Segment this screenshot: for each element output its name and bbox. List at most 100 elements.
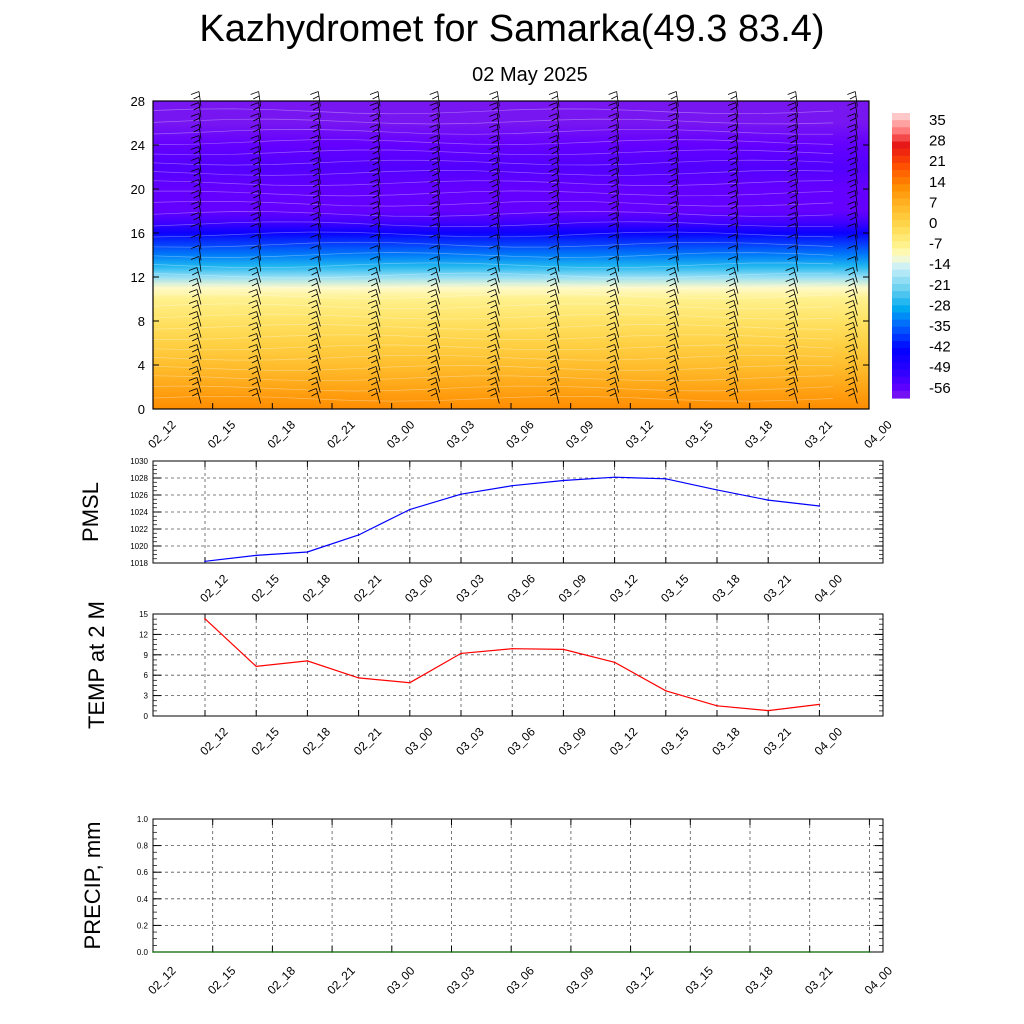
wind-barb — [852, 289, 858, 305]
wind-barb-flag — [489, 201, 498, 205]
precip-x-tick-label: 03_03 — [444, 963, 478, 997]
wind-barb — [196, 267, 202, 283]
colorbar-label: -35 — [929, 318, 951, 335]
y-tick-label: 12 — [131, 270, 145, 285]
pmsl-x-tick-label: 02_12 — [197, 571, 231, 605]
precip-y-tick-label: 0.2 — [137, 921, 149, 930]
wind-barb-flag — [367, 311, 377, 315]
wind-barb-flag — [427, 267, 436, 271]
colorbar-label: -7 — [929, 236, 942, 253]
wind-barb-flag — [190, 124, 200, 128]
wind-barb-flag — [193, 117, 200, 122]
wind-barb — [256, 355, 262, 371]
wind-barb — [317, 201, 321, 217]
wind-barb-flag — [429, 256, 438, 260]
wind-barb-flag — [430, 348, 438, 353]
wind-barb — [317, 245, 321, 261]
colorbar-swatch — [892, 312, 910, 321]
y-tick-label: 16 — [131, 226, 145, 241]
wind-barb — [554, 300, 560, 316]
wind-barb-flag — [490, 348, 497, 353]
wind-barb-flag — [787, 157, 796, 161]
wind-barb — [795, 179, 799, 195]
wind-barb-flag — [487, 388, 496, 392]
wind-barb — [377, 212, 381, 228]
wind-barb — [854, 201, 858, 217]
temp-x-tick-label: 04_00 — [812, 724, 846, 758]
wind-barb-flag — [490, 315, 497, 320]
wind-barb — [196, 333, 202, 349]
wind-barb — [616, 157, 620, 173]
wind-barb-flag — [785, 333, 794, 337]
pmsl-data-point — [204, 560, 206, 563]
wind-barb-flag — [729, 315, 736, 320]
wind-barb-flag — [250, 91, 259, 95]
wind-barb — [375, 355, 381, 371]
wind-barb-flag — [250, 212, 259, 216]
wind-barb-flag — [372, 128, 379, 133]
pmsl-x-tick-label: 02_21 — [351, 571, 385, 605]
wind-barb — [616, 124, 620, 140]
wind-barb-flag — [666, 311, 675, 315]
wind-barb-flag — [311, 392, 318, 397]
wind-barb — [315, 377, 321, 393]
wind-barb-flag — [550, 348, 557, 353]
wind-barb-flag — [669, 326, 676, 331]
wind-barb — [196, 366, 202, 382]
wind-barb — [317, 179, 321, 195]
wind-barb — [616, 223, 620, 239]
wind-barb-flag — [192, 392, 199, 397]
precip-y-tick-label: 0.8 — [137, 842, 149, 851]
pmsl-x-tick-label: 03_18 — [709, 571, 743, 605]
wind-barb — [437, 102, 441, 118]
wind-barb — [852, 377, 858, 393]
colorbar-swatch — [892, 205, 910, 214]
wind-barb — [673, 267, 679, 283]
x-tick-label: 03_21 — [802, 417, 836, 451]
wind-barb — [377, 102, 381, 118]
wind-barb — [673, 355, 679, 371]
wind-barb — [375, 344, 381, 360]
precip-data-point — [510, 951, 512, 953]
wind-barb — [196, 278, 202, 294]
wind-barb-flag — [489, 124, 498, 128]
colorbar-swatch — [892, 241, 910, 249]
temp-data-point — [665, 690, 667, 692]
wind-barb — [556, 135, 560, 151]
wind-barb-flag — [725, 355, 735, 359]
wind-barb-flag — [430, 392, 438, 397]
wind-barb-flag — [845, 278, 854, 282]
wind-barb-flag — [311, 337, 318, 342]
wind-barb-flag — [190, 256, 200, 260]
wind-barb-flag — [847, 256, 856, 260]
wind-barb — [377, 256, 381, 272]
precip-x-tick-label: 03_06 — [503, 963, 537, 997]
wind-barb — [673, 377, 679, 393]
wind-barb — [554, 377, 560, 393]
wind-barb-flag — [369, 102, 379, 106]
precip-y-tick-label: 0.6 — [137, 868, 149, 877]
wind-barb-flag — [253, 183, 260, 188]
wind-barb — [614, 388, 620, 404]
wind-barb — [735, 212, 739, 228]
wind-barb-flag — [188, 311, 198, 315]
wind-barb — [614, 377, 620, 393]
wind-barb-flag — [730, 95, 737, 100]
contour-line — [152, 190, 834, 197]
wind-barb-flag — [489, 91, 498, 95]
wind-barb-flag — [727, 135, 737, 139]
wind-barb — [198, 245, 202, 261]
wind-barb-flag — [551, 216, 558, 221]
temp-panel: 0 3 6 9 12 15 02_12 02_15 02_18 02_21 03_00 03_03 03… — [84, 601, 884, 758]
wind-barb-flag — [608, 190, 617, 194]
wind-barb-flag — [608, 146, 617, 150]
wind-barb — [198, 256, 202, 272]
wind-barb-flag — [429, 223, 438, 227]
wind-barb-flag — [430, 359, 438, 364]
wind-barb-flag — [546, 388, 556, 392]
wind-barb-flag — [310, 113, 319, 117]
temp-y-tick-label: 9 — [144, 651, 149, 660]
wind-barb-flag — [427, 355, 436, 359]
contour-line — [152, 293, 834, 299]
pmsl-x-tick-label: 03_15 — [658, 571, 692, 605]
